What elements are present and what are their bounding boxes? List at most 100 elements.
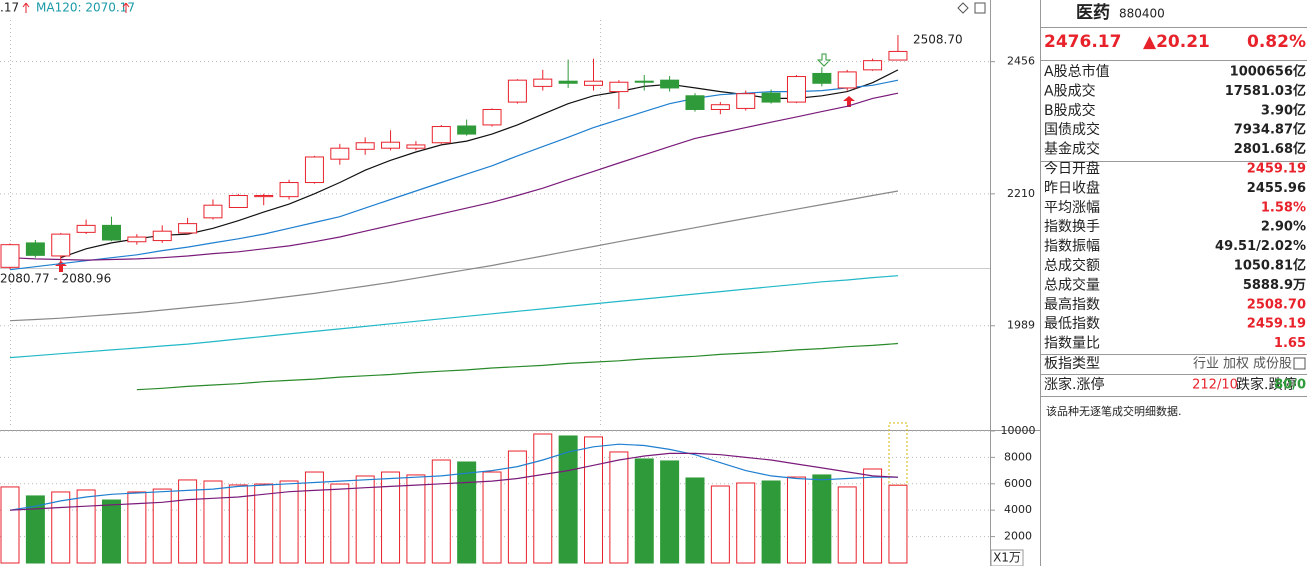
stock-name: 医药 [1076, 2, 1110, 23]
candle-body [279, 182, 299, 198]
change-pct: 0.82% [1247, 32, 1306, 52]
candle-body [736, 93, 756, 109]
y-tick-label: 2210 [1007, 187, 1035, 200]
up-icon [22, 2, 30, 13]
row-value: 1.65 [1274, 336, 1306, 351]
candle-body [254, 195, 274, 198]
volume-bar [710, 485, 730, 564]
y-tick-label: 2456 [1007, 55, 1035, 68]
volume-bar [228, 484, 248, 564]
candle-body [888, 50, 908, 61]
row-value: 2455.96 [1247, 181, 1306, 196]
price: 2476.17 [1044, 32, 1121, 52]
grid-icon[interactable] [1293, 357, 1306, 370]
candle-body [533, 78, 553, 87]
volume-bar [837, 486, 857, 564]
row-label: 平均涨幅 [1044, 200, 1100, 216]
row-label: 板指类型 [1044, 356, 1100, 372]
up-value: 212/10 [1192, 378, 1238, 393]
row-label: 国债成交 [1044, 121, 1100, 138]
volume-bar [254, 483, 274, 564]
diamond-button[interactable] [957, 2, 969, 14]
volume-bar [330, 483, 350, 564]
volume-bar [685, 477, 705, 564]
candle-body [761, 92, 781, 103]
ma-line [9, 92, 899, 261]
down-label: 跌家.跌停 [1236, 376, 1296, 393]
volume-unit: X1万 [993, 551, 1021, 565]
sector-option[interactable]: 行业 [1193, 357, 1219, 372]
candle-body [558, 80, 578, 84]
volume-bar [152, 488, 172, 564]
candle-body [152, 230, 172, 242]
candle-body [203, 204, 223, 219]
volume-bar [786, 476, 806, 564]
low-annotation: 2080.77 - 2080.96 [0, 272, 111, 286]
candle-body [228, 195, 248, 208]
row-label: 基金成交 [1044, 141, 1100, 158]
row-label: 总成交额 [1044, 257, 1100, 274]
row-value: 3.90亿 [1261, 102, 1306, 118]
y-tick-label: 2000 [1004, 530, 1032, 543]
candle-body [76, 224, 96, 233]
sell-arrow [816, 53, 832, 67]
sector-option[interactable]: 成份股 [1253, 357, 1292, 372]
volume-bar [279, 480, 299, 564]
row-label: 最低指数 [1044, 316, 1100, 332]
volume-bar [25, 495, 45, 564]
row-value: 1050.81亿 [1234, 258, 1306, 274]
volume-bar [457, 461, 477, 564]
candle-body [660, 79, 680, 89]
row-label: A股成交 [1044, 82, 1096, 99]
row-label: 指数量比 [1044, 336, 1100, 352]
ma-line [9, 443, 898, 511]
candle-body [330, 147, 350, 160]
candle-body [381, 141, 401, 149]
row-label: 昨日收盘 [1044, 179, 1100, 196]
candle-body [812, 72, 832, 84]
candle-body [863, 60, 883, 71]
up-icon [122, 2, 130, 13]
buy-arrow [843, 96, 855, 107]
row-label: A股总市值 [1044, 63, 1110, 80]
volume-bar [584, 436, 604, 564]
candle-body [406, 144, 426, 149]
candle-body [25, 242, 45, 256]
candle-body [51, 233, 71, 257]
ma-line [9, 79, 899, 271]
row-label: B股成交 [1044, 102, 1096, 119]
volume-bar [431, 459, 451, 564]
candle-body [0, 244, 20, 268]
volume-bar [736, 482, 756, 564]
volume-bar [558, 435, 578, 564]
row-value: 1.58% [1261, 200, 1306, 215]
volume-bar [888, 484, 908, 564]
volume-bar [812, 474, 832, 564]
row-label: 指数换手 [1044, 218, 1100, 235]
unit-box [990, 549, 1024, 566]
candle-body [304, 156, 324, 184]
candle-body [710, 104, 730, 110]
legend-text: MA120: 2070.17 [36, 1, 135, 15]
row-value: 2459.19 [1247, 317, 1306, 332]
volume-bar [381, 471, 401, 564]
row-value: 17581.03亿 [1225, 83, 1306, 99]
volume-bar [761, 480, 781, 564]
sector-option[interactable]: 加权 [1223, 356, 1249, 372]
row-value: 2801.68亿 [1234, 141, 1306, 157]
row-label: 总成交量 [1044, 276, 1100, 293]
candle-body [609, 81, 629, 93]
y-tick-label: 1989 [1007, 319, 1035, 332]
window-button[interactable] [974, 2, 986, 14]
ma-line [9, 275, 899, 359]
down-value: 80/0 [1274, 378, 1306, 393]
candle-body [431, 126, 451, 144]
row-value: 5888.9万 [1243, 278, 1306, 293]
volume-bar [304, 471, 324, 564]
volume-bar [533, 433, 553, 564]
volume-bar [178, 479, 198, 564]
row-value: 2508.70 [1247, 297, 1306, 312]
candle-body [634, 80, 654, 83]
volume-bar [634, 458, 654, 564]
